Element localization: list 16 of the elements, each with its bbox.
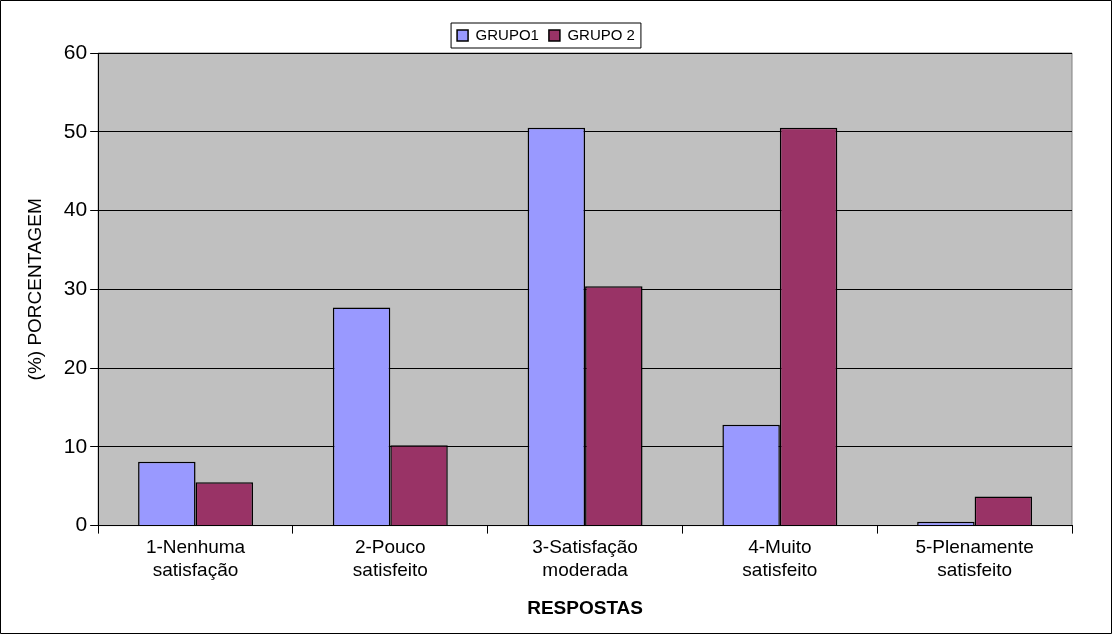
y-tick-label: 40 (63, 197, 88, 221)
y-tick-label: 60 (63, 39, 88, 63)
y-tick-label: 0 (75, 512, 88, 536)
x-tick-label: 3-Satisfação moderada (532, 536, 638, 581)
x-tick-label: 5-Plenamente satisfeito (915, 536, 1034, 581)
y-tick-label: 50 (63, 118, 88, 142)
legend-label: GRUPO1 (475, 25, 539, 43)
x-axis-title: RESPOSTAS (527, 596, 643, 618)
y-tick-label: 10 (63, 433, 88, 457)
y-tick-label: 20 (63, 354, 88, 378)
x-tick-label: 4-Muito satisfeito (742, 536, 818, 581)
legend-label: GRUPO 2 (567, 25, 635, 43)
y-axis-title: (%) PORCENTAGEM (23, 198, 45, 381)
y-tick-label: 30 (63, 276, 88, 300)
x-tick-label: 2-Pouco satisfeito (352, 536, 428, 581)
x-tick-label: 1-Nenhuma satisfação (145, 536, 246, 581)
